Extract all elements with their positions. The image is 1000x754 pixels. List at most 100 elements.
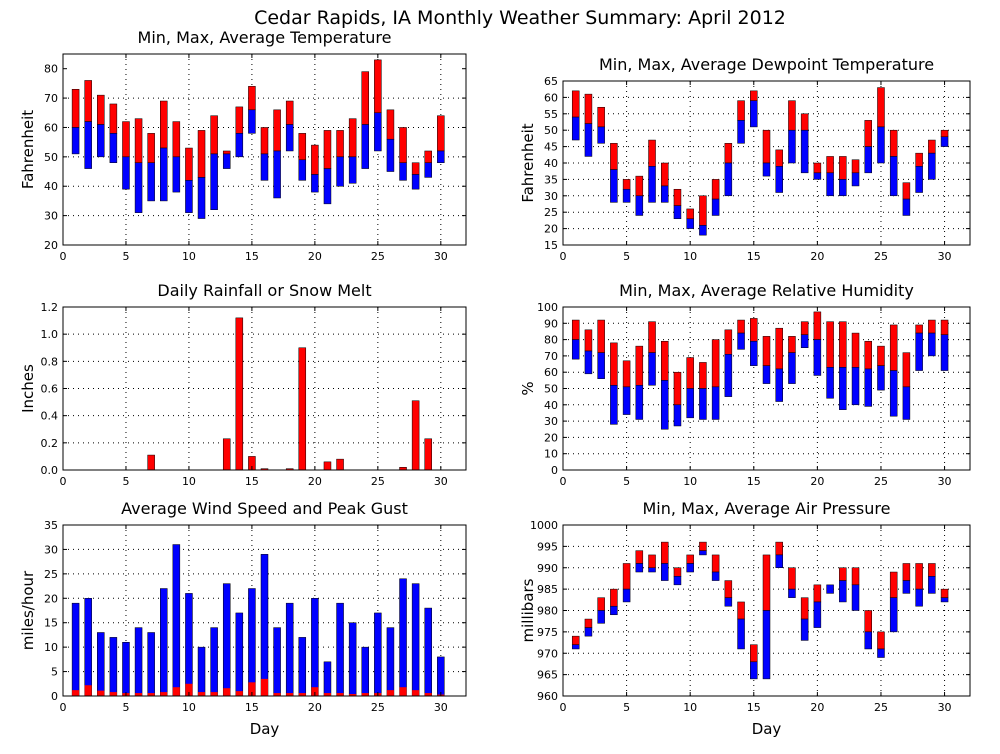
pressure-lower-bar [610,605,618,616]
temp-lower-bar [311,174,319,193]
humidity-lower-bar [610,384,618,425]
humidity-ytick-label: 40 [544,399,558,412]
pressure-lower-bar [571,644,580,650]
panel-dewpoint: Min, Max, Average Dewpoint Temperature 15… [519,55,971,263]
pressure-lower-bar [902,580,911,594]
temp-ytick-label: 60 [44,121,58,134]
humidity-upper-bar [800,321,809,335]
pressure-ytick-label: 1000 [530,519,558,532]
dewpoint-ytick-label: 30 [544,190,558,203]
humidity-lower-bar [597,352,605,379]
temp-lower-bar [273,150,281,199]
wind-xtick-label: 25 [371,701,385,714]
wind-ytick-label: 5 [51,666,58,679]
pressure-xtick-label: 15 [747,701,761,714]
dewpoint-upper-bar [571,90,580,118]
wind-average-bar [311,687,319,696]
pressure-ytick-label: 980 [537,605,558,618]
dewpoint-upper-bar [762,129,771,164]
pressure-upper-bar [661,541,669,564]
temp-upper-bar [386,109,395,140]
dewpoint-lower-bar [889,156,898,197]
pressure-xtick-label: 5 [623,701,630,714]
dewpoint-lower-bar [711,198,720,216]
wind-gust-bar [285,602,294,697]
dewpoint-lower-bar [610,169,618,203]
rain-xtick-label: 5 [122,475,129,488]
temp-lower-bar [222,153,231,169]
temp-upper-bar [222,150,231,155]
humidity-lower-bar [724,354,733,397]
temp-upper-bar [71,89,80,128]
wind-average-bar [160,692,168,696]
dewpoint-ytick-label: 60 [544,91,558,104]
dewpoint-upper-bar [826,156,834,174]
wind-ytick-label: 0 [51,690,58,703]
pressure-lower-bar [915,588,923,607]
dewpoint-upper-bar [686,208,694,220]
dewpoint-lower-bar [788,129,796,164]
rain-xtick-label: 10 [182,475,196,488]
humidity-upper-bar [711,339,720,388]
wind-average-bar [399,687,407,696]
temp-upper-bar [197,130,206,178]
temp-xtick-label: 10 [182,250,196,263]
humidity-lower-bar [788,352,796,384]
pressure-upper-bar [889,571,898,598]
temp-xtick-label: 30 [434,250,448,263]
rain-ytick-label: 0.2 [41,437,59,450]
dewpoint-lower-bar [851,172,860,187]
wind-gust-bar [424,607,432,697]
temp-lower-bar [323,168,332,205]
dewpoint-ytick-label: 25 [544,206,558,219]
temp-lower-bar [386,138,395,172]
temp-lower-bar [197,177,206,219]
dewpoint-upper-bar [813,162,822,174]
dewpoint-upper-bar [750,90,758,101]
humidity-upper-bar [750,318,758,342]
wind-average-bar [135,693,143,696]
temp-chart-title: Min, Max, Average Temperature [138,28,392,47]
humidity-xtick-label: 10 [683,475,697,488]
pressure-ytick-label: 985 [537,583,558,596]
pressure-lower-bar [737,618,745,650]
dewpoint-lower-bar [915,166,923,193]
temp-upper-bar [411,162,420,175]
pressure-upper-bar [851,567,860,586]
wind-ytick-label: 30 [44,543,58,556]
humidity-lower-bar [839,367,847,410]
humidity-xtick-label: 0 [560,475,567,488]
humidity-ytick-label: 80 [544,334,558,347]
humidity-upper-bar [622,360,631,388]
rainfall-bar [411,400,420,471]
temp-lower-bar [147,162,155,202]
dewpoint-xtick-label: 25 [874,250,888,263]
panel-rainfall: Daily Rainfall or Snow Melt 0.0 0.2 0.4 0.6 0… [19,281,467,488]
temp-upper-bar [437,115,445,152]
pressure-upper-bar [775,541,783,556]
pressure-upper-bar [788,567,796,590]
humidity-xtick-label: 5 [623,475,630,488]
humidity-upper-bar [699,362,707,389]
dewpoint-lower-bar [673,205,682,220]
rain-xtick-label: 15 [245,475,259,488]
pressure-upper-bar [877,631,885,650]
humidity-lower-bar [737,332,745,350]
temp-upper-bar [122,121,130,158]
humidity-ytick-label: 90 [544,317,558,330]
pressure-xtick-label: 30 [938,701,952,714]
pressure-ytick-label: 975 [537,626,558,639]
dewpoint-upper-bar [673,188,682,206]
humidity-upper-bar [940,319,949,335]
wind-average-bar [185,683,193,696]
temp-lower-bar [348,156,357,184]
temp-plot-frame [62,53,467,246]
wind-average-bar [273,693,281,696]
dewpoint-lower-bar [737,120,745,144]
dewpoint-ytick-label: 40 [544,157,558,170]
temp-lower-bar [71,127,80,155]
humidity-lower-bar [826,367,834,399]
pressure-lower-bar [775,554,783,568]
panel-wind: Average Wind Speed and Peak Gust 0 5 10 15 20… [19,499,467,738]
pressure-lower-bar [711,571,720,581]
